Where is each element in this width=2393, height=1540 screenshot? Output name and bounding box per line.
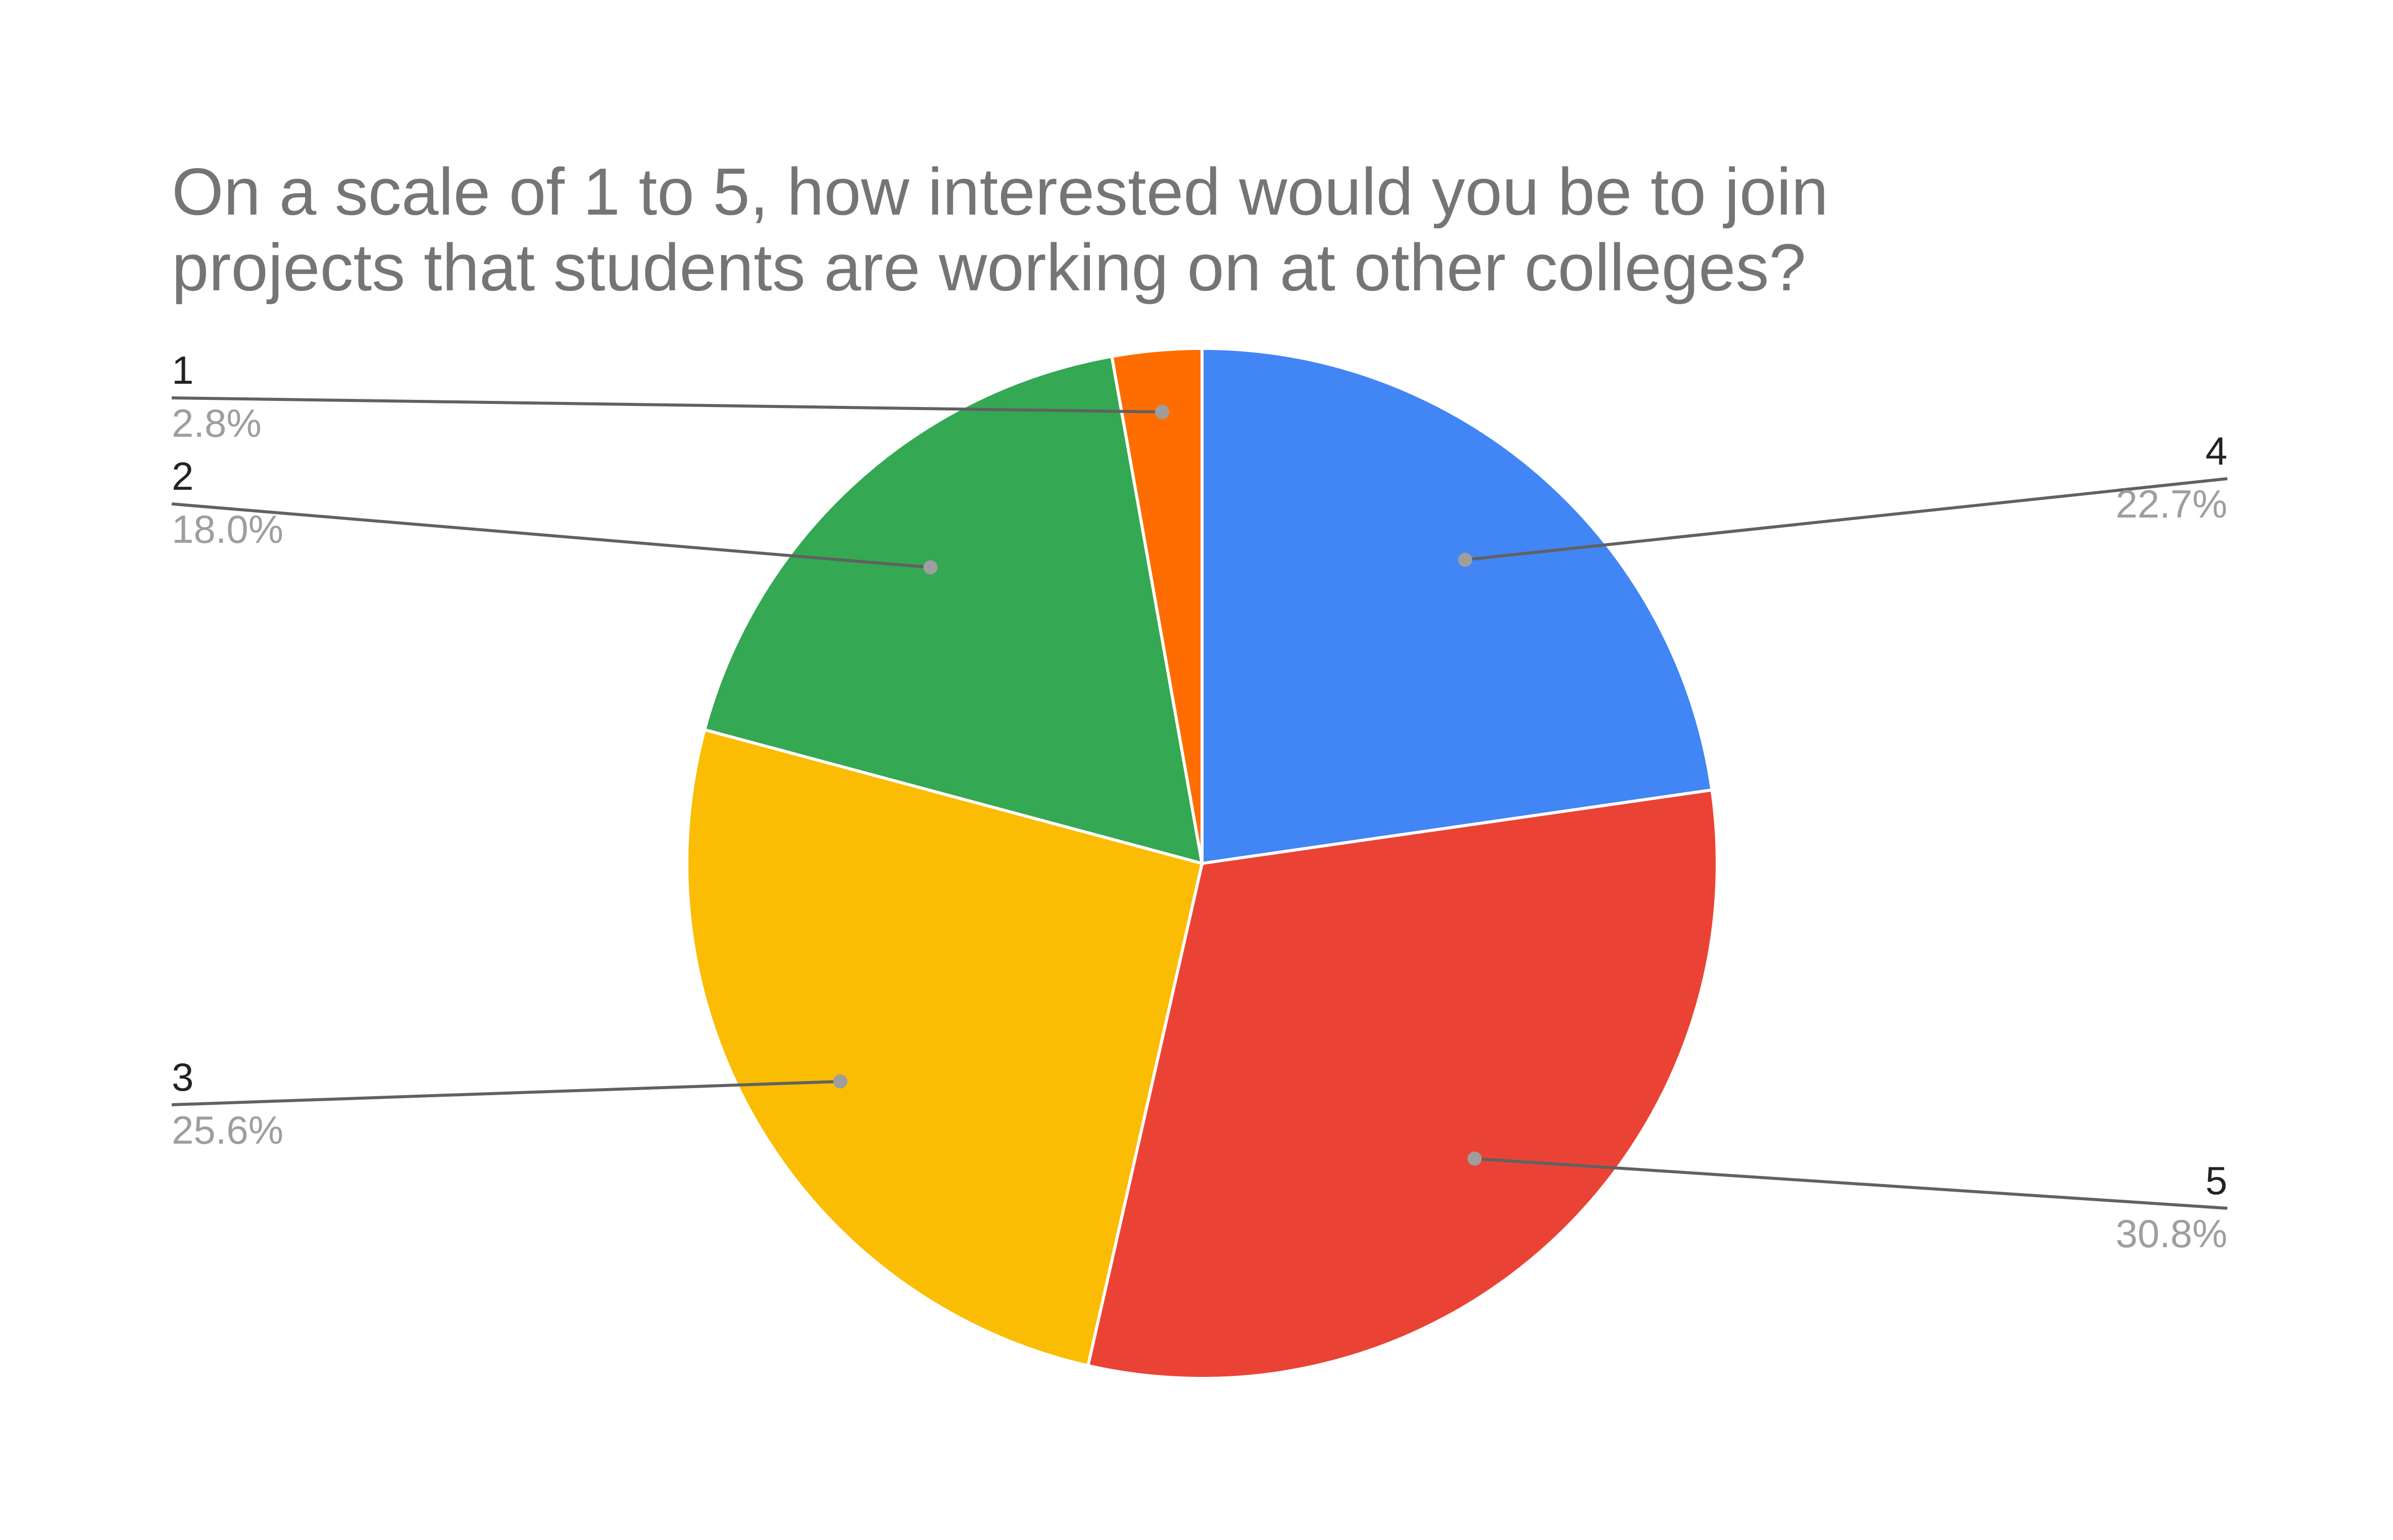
slice-percent-5: 30.8% (2116, 1211, 2227, 1256)
leader-dot-1 (1155, 404, 1170, 419)
chart-title-line-1: On a scale of 1 to 5, how interested wou… (172, 155, 1828, 229)
leader-line-1 (171, 396, 1163, 414)
slice-label-5: 5 (2206, 1158, 2227, 1203)
slice-percent-1: 2.8% (172, 401, 262, 445)
pie-slice-2 (703, 354, 1204, 866)
chart-title-line-2: projects that students are working on at… (172, 230, 1806, 304)
pie-slice-3 (685, 728, 1204, 1368)
pie-slice-4 (1201, 346, 1714, 865)
slice-label-2: 2 (172, 454, 193, 498)
leader-lines (171, 396, 2228, 1210)
slice-percent-2: 18.0% (172, 507, 283, 551)
leader-line-4 (1465, 477, 2228, 561)
slice-label-1: 1 (172, 348, 193, 392)
leader-line-2 (171, 502, 931, 569)
leader-dot-3 (833, 1074, 847, 1089)
leader-dot-2 (923, 560, 938, 575)
slice-label-3: 3 (172, 1055, 193, 1099)
leader-dot-5 (1467, 1151, 1482, 1166)
leader-dot-4 (1458, 552, 1472, 567)
slice-label-4: 4 (2206, 429, 2227, 473)
pie-slice-1 (1110, 346, 1204, 864)
chart-title: On a scale of 1 to 5, how interested wou… (172, 155, 1828, 304)
slice-percent-3: 25.6% (172, 1108, 283, 1152)
slice-percent-4: 22.7% (2116, 482, 2227, 526)
leader-line-3 (171, 1080, 840, 1106)
pie-slices (685, 346, 1719, 1380)
pie-slice-5 (1086, 788, 1719, 1380)
slice-labels: 4 22.7% 5 30.8% 3 25.6% 2 18.0% 1 2.8% (172, 348, 2227, 1256)
leader-line-5 (1474, 1157, 2228, 1210)
